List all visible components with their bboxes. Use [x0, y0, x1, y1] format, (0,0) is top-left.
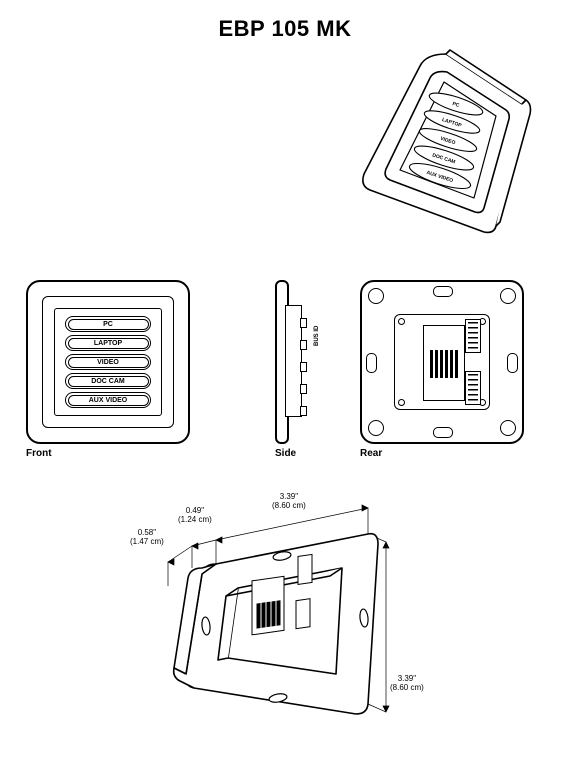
btn-doc-cam: DOC CAM [65, 373, 151, 389]
rear-edge-slot [507, 353, 518, 373]
dim-height: 3.39"(8.60 cm) [390, 674, 424, 692]
rear-connector-top [465, 319, 481, 353]
side-pin [300, 406, 307, 416]
side-connector-pins [300, 318, 304, 416]
btn-pc-label: PC [103, 321, 113, 328]
dim-depth1: 0.49"(1.24 cm) [178, 506, 212, 524]
btn-doc-cam-label: DOC CAM [91, 378, 124, 385]
btn-pc: PC [65, 316, 151, 332]
side-view [275, 280, 303, 440]
side-pin [300, 340, 307, 350]
rear-dip-switch [423, 325, 465, 401]
rear-corner-hole [368, 288, 384, 304]
btn-video: VIDEO [65, 354, 151, 370]
rear-edge-slot [433, 286, 453, 297]
caption-rear: Rear [360, 448, 382, 459]
rear-view [360, 280, 524, 444]
iso-front-view: PC LAPTOP VIDEO DOC CAM AUX VIDEO [352, 48, 532, 258]
rear-corner-hole [368, 420, 384, 436]
dim-depth2: 0.58"(1.47 cm) [130, 528, 164, 546]
rear-connector-bottom [465, 371, 481, 405]
bus-id-label: BUS ID [314, 326, 320, 346]
product-title: EBP 105 MK [0, 16, 570, 42]
pcb-screw [398, 318, 405, 325]
btn-aux-video: AUX VIDEO [65, 392, 151, 408]
front-inner-frame: PC LAPTOP VIDEO DOC CAM AUX VIDEO [42, 296, 174, 428]
side-pin [300, 318, 307, 328]
btn-video-label: VIDEO [97, 359, 119, 366]
rear-edge-slot [433, 427, 453, 438]
caption-front: Front [26, 448, 52, 459]
btn-aux-video-label: AUX VIDEO [89, 397, 128, 404]
pcb-screw [398, 399, 405, 406]
btn-laptop: LAPTOP [65, 335, 151, 351]
iso-rear-dimensioned: 3.39"(8.60 cm) 0.49"(1.24 cm) 0.58"(1.47… [130, 498, 440, 758]
dim-width: 3.39"(8.60 cm) [272, 492, 306, 510]
front-view: PC LAPTOP VIDEO DOC CAM AUX VIDEO [26, 280, 190, 444]
rear-corner-hole [500, 288, 516, 304]
btn-laptop-label: LAPTOP [94, 340, 122, 347]
caption-side: Side [275, 448, 296, 459]
rear-pcb [394, 314, 490, 410]
side-pin [300, 362, 307, 372]
rear-corner-hole [500, 420, 516, 436]
side-pin [300, 384, 307, 394]
page: EBP 105 MK PC [0, 0, 570, 774]
front-button-area: PC LAPTOP VIDEO DOC CAM AUX VIDEO [54, 308, 162, 416]
rear-edge-slot [366, 353, 377, 373]
